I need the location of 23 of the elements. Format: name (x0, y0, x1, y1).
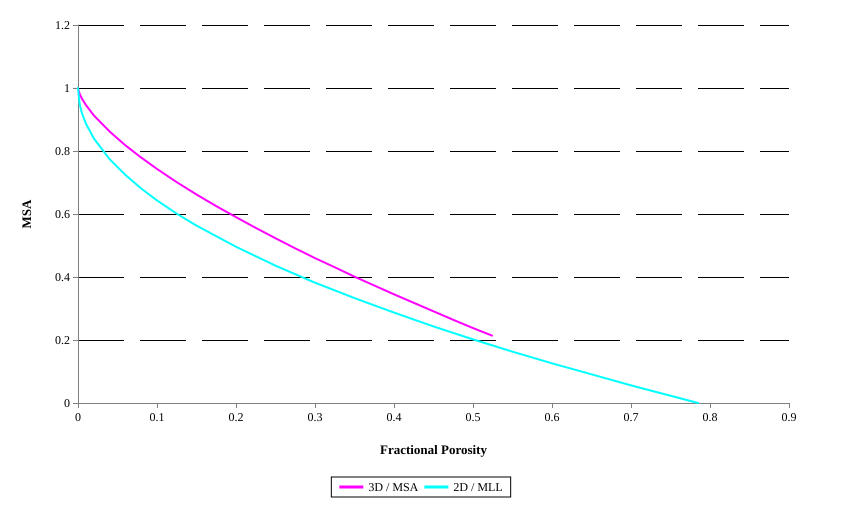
line-series (77, 87, 700, 404)
y-tick-label: 0 (64, 396, 70, 410)
x-tick-label: 0.7 (624, 410, 638, 424)
y-tick-label: 0.4 (55, 270, 70, 284)
y-tick-label: 1.2 (55, 18, 70, 32)
x-axis-title: Fractional Porosity (380, 442, 488, 457)
x-tick-label: 0.8 (702, 410, 718, 424)
x-tick-label: 0.5 (466, 410, 480, 424)
y-tick-label: 0.2 (55, 333, 70, 347)
legend-label: 2D / MLL (453, 480, 503, 494)
line-series (77, 87, 493, 337)
y-tick-label: 0.6 (55, 207, 70, 221)
y-tick-label: 0.8 (55, 144, 70, 158)
legend-label: 3D / MSA (368, 480, 419, 494)
x-tick-label: 0.9 (782, 410, 796, 424)
y-tick-label: 1 (64, 81, 70, 95)
x-tick-label: 0.2 (228, 410, 244, 424)
x-tick-label: 0.1 (150, 410, 164, 424)
x-tick-label: 0.4 (386, 410, 402, 424)
x-tick-label: 0.6 (544, 410, 560, 424)
x-tick-label: 0.3 (308, 410, 322, 424)
y-axis-title: MSA (19, 198, 34, 228)
x-tick-label: 0 (75, 410, 81, 424)
